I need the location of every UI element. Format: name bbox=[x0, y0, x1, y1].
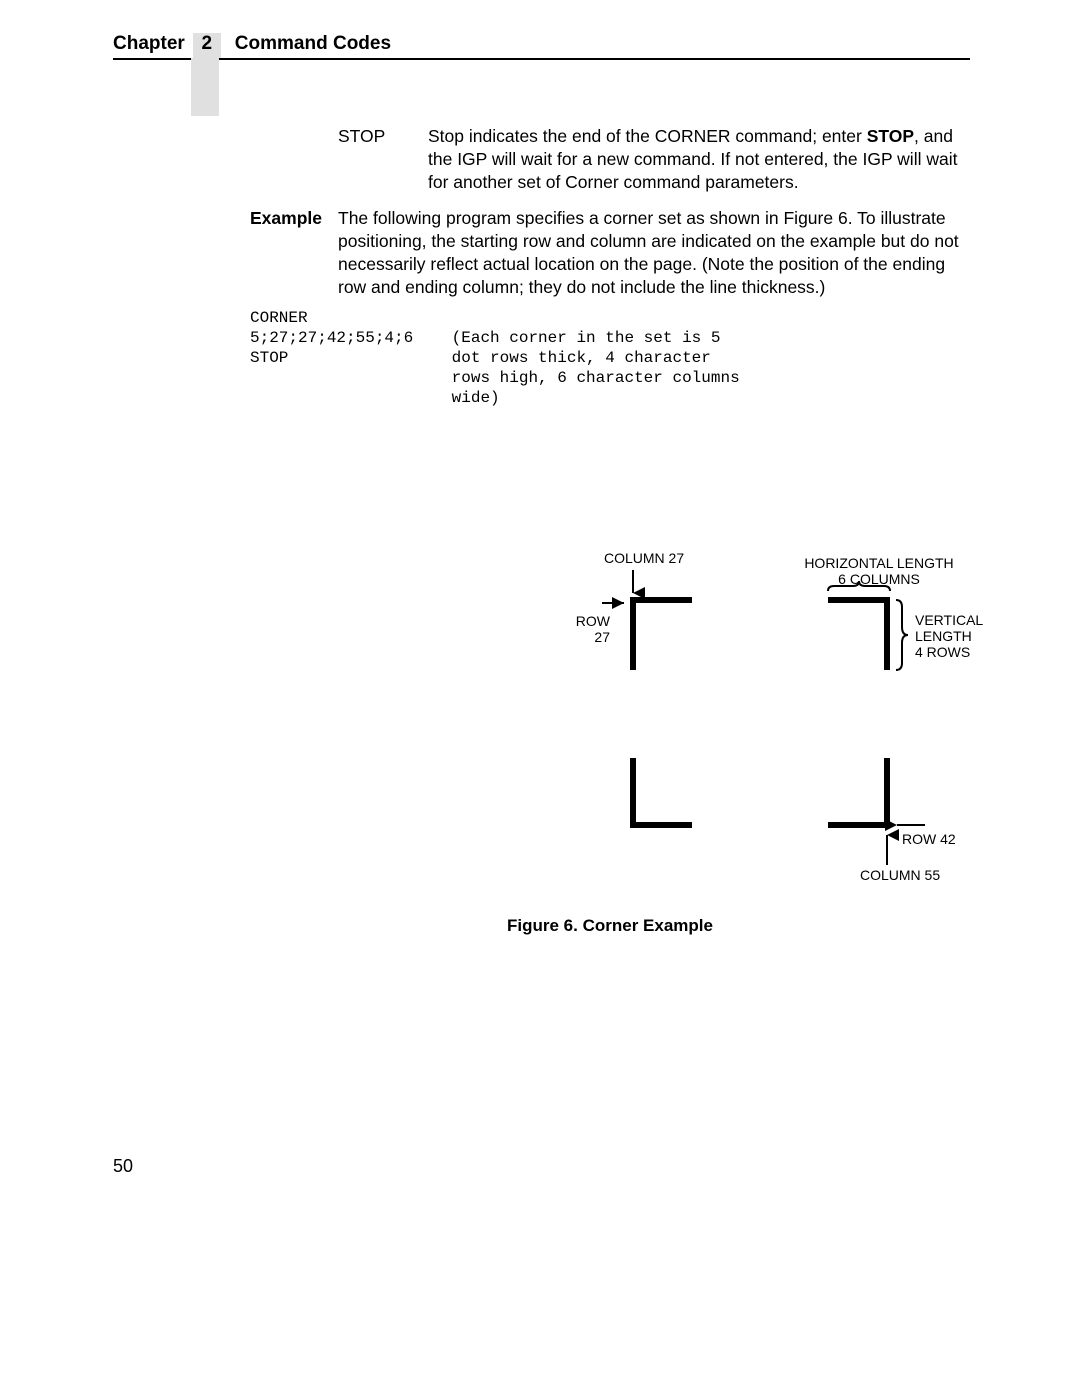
body-content: STOP Stop indicates the end of the CORNE… bbox=[250, 125, 970, 408]
label-row-27: ROW 27 bbox=[570, 613, 610, 645]
example-description: The following program specifies a corner… bbox=[338, 207, 970, 298]
label-horiz-1: HORIZONTAL LENGTH bbox=[804, 555, 953, 571]
section-title: Command Codes bbox=[221, 33, 391, 58]
chapter-label: Chapter bbox=[113, 33, 193, 58]
code-line-3: STOP dot rows thick, 4 character bbox=[250, 349, 711, 367]
header: Chapter 2 Command Codes bbox=[113, 30, 970, 60]
chapter-number: 2 bbox=[193, 33, 221, 58]
example-definition: Example The following program specifies … bbox=[250, 207, 970, 298]
figure-area: COLUMN 27 ROW 27 HORIZONTAL LENGTH 6 COL… bbox=[570, 545, 1080, 915]
label-column-55: COLUMN 55 bbox=[860, 867, 940, 883]
label-column-27: COLUMN 27 bbox=[604, 550, 684, 566]
code-block: CORNER 5;27;27;42;55;4;6 (Each corner in… bbox=[250, 308, 970, 408]
page-number: 50 bbox=[113, 1156, 133, 1177]
stop-definition: STOP Stop indicates the end of the CORNE… bbox=[250, 125, 970, 193]
corner-bottom-right bbox=[828, 758, 890, 828]
corner-bottom-left bbox=[630, 758, 692, 828]
label-vert-3: 4 ROWS bbox=[915, 644, 970, 660]
code-line-4: rows high, 6 character columns bbox=[250, 369, 740, 387]
label-horizontal-length: HORIZONTAL LENGTH 6 COLUMNS bbox=[799, 555, 959, 587]
code-line-5: wide) bbox=[250, 389, 500, 407]
corner-top-left bbox=[630, 597, 692, 670]
header-gray-block bbox=[191, 58, 219, 116]
stop-description: Stop indicates the end of the CORNER com… bbox=[428, 125, 970, 193]
stop-desc-part1: Stop indicates the end of the CORNER com… bbox=[428, 126, 867, 146]
label-vertical-length: VERTICAL LENGTH 4 ROWS bbox=[915, 612, 983, 660]
label-row-42: ROW 42 bbox=[902, 831, 956, 847]
figure-caption: Figure 6. Corner Example bbox=[250, 915, 970, 937]
stop-term: STOP bbox=[250, 125, 428, 193]
example-term: Example bbox=[250, 207, 338, 298]
corner-top-right bbox=[828, 597, 890, 670]
label-vert-2: LENGTH bbox=[915, 628, 972, 644]
label-vert-1: VERTICAL bbox=[915, 612, 983, 628]
page: Chapter 2 Command Codes STOP Stop indica… bbox=[0, 0, 1080, 1397]
code-line-2: 5;27;27;42;55;4;6 (Each corner in the se… bbox=[250, 329, 720, 347]
brace-vertical bbox=[896, 600, 908, 670]
code-line-1: CORNER bbox=[250, 309, 308, 327]
label-horiz-2: 6 COLUMNS bbox=[838, 571, 920, 587]
stop-desc-bold: STOP bbox=[867, 126, 914, 146]
corner-diagram bbox=[570, 545, 1080, 905]
